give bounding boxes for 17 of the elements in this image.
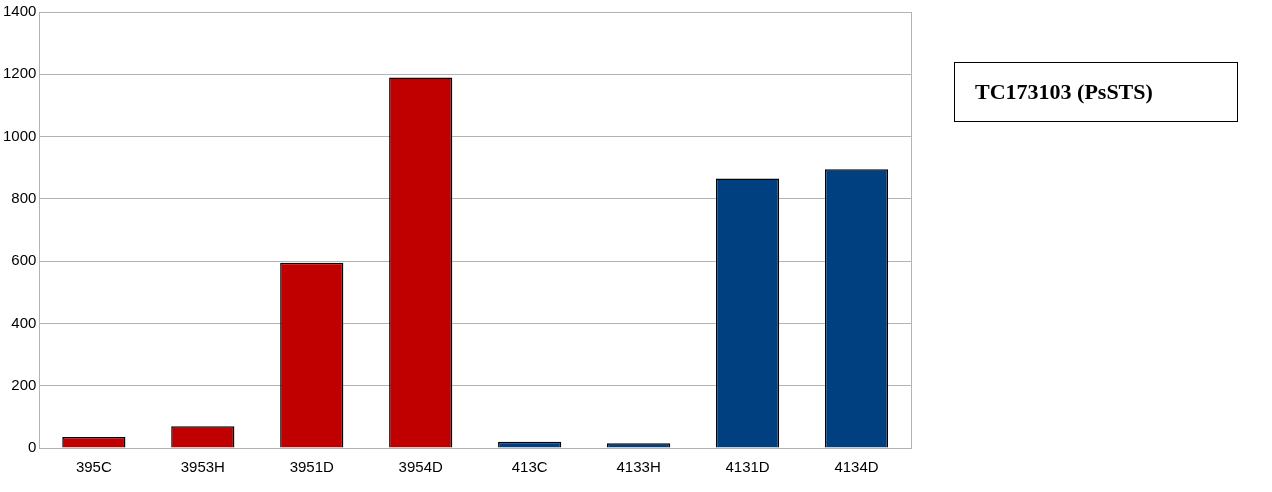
x-tick-label: 4134D xyxy=(834,458,879,476)
x-tick-label: 3951D xyxy=(289,458,335,476)
x-tick-label: 395C xyxy=(75,458,112,476)
text: TC173103 (PsSTS) xyxy=(954,62,1238,122)
x-tick-label: 4131D xyxy=(725,458,770,476)
y-tick-label: 1000 xyxy=(2,126,37,144)
y-tick-label: 800 xyxy=(11,189,37,206)
y-tick-label: 1400 xyxy=(2,2,37,20)
y-tick-label: 400 xyxy=(11,313,37,331)
y-tick-label: 0 xyxy=(28,438,37,456)
x-tick-label: 4133H xyxy=(616,458,661,476)
y-tick-label: 600 xyxy=(11,251,37,269)
y-tick-label: 200 xyxy=(11,375,37,393)
x-tick-label: 3954D xyxy=(398,458,443,476)
y-tick-label: 1200 xyxy=(2,64,37,82)
x-tick-label: 413C xyxy=(511,458,548,476)
x-tick-label: 3953H xyxy=(180,458,225,476)
